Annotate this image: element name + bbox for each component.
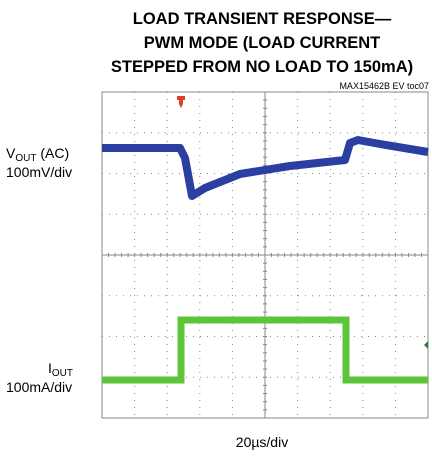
symbol: V [6,145,16,161]
channel-label: VOUT (AC) [6,145,69,164]
suffix: (AC) [36,145,69,161]
vout-trace [102,136,429,200]
channel-label: IOUT [48,360,73,379]
title-line: STEPPED FROM NO LOAD TO 150mA) [111,58,413,76]
channel-scale: 100mV/div [6,164,72,180]
subscript: OUT [15,153,36,164]
symbol: I [48,360,52,376]
subscript: OUT [52,368,73,379]
time-scale: 20µs/div [236,434,288,450]
title-line: LOAD TRANSIENT RESPONSE— [133,10,392,28]
level-marker [424,341,428,349]
iout-trace [102,316,428,384]
channel-scale: 100mA/div [6,379,72,395]
trigger-marker [177,96,185,108]
figure-id: MAX15462B EV toc07 [339,81,429,91]
title-line: PWM MODE (LOAD CURRENT [144,34,380,52]
